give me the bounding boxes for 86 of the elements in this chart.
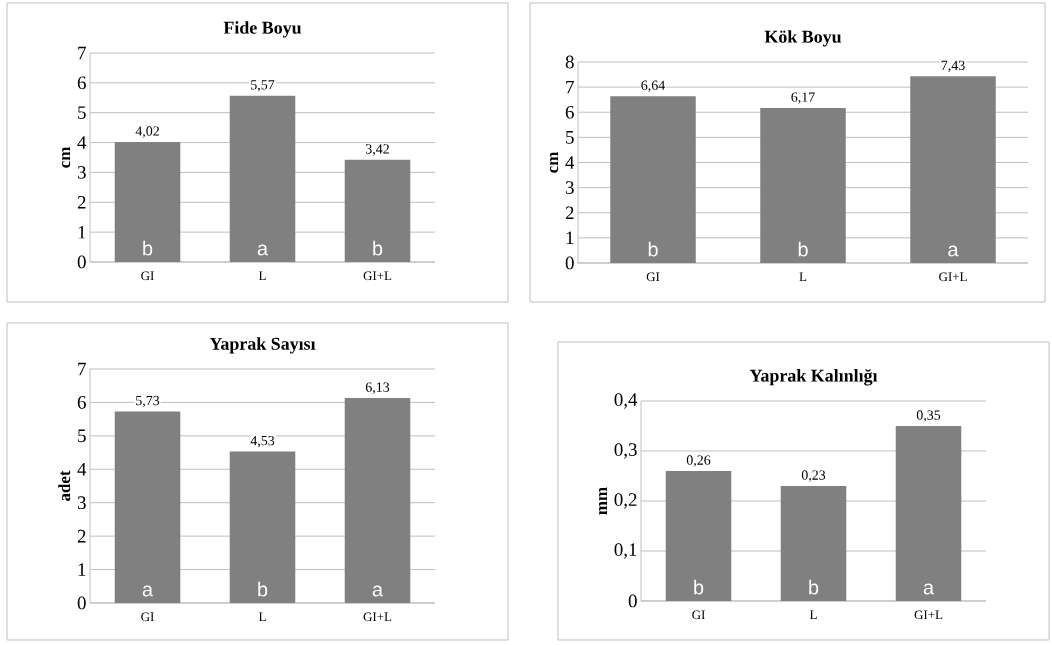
annotation: a (257, 244, 269, 256)
annotation: b (694, 579, 704, 595)
y-tick-label: 2 (77, 529, 86, 543)
bar (229, 95, 296, 262)
bar (344, 398, 411, 603)
annotation: b (809, 579, 819, 595)
chart-title: Yaprak Sayısı (209, 337, 316, 354)
y-tick-label: 7 (78, 46, 86, 60)
y-axis-title: mm (599, 487, 607, 515)
annotation: a (142, 585, 154, 597)
y-tick-label: 7 (78, 362, 86, 376)
annotation: b (258, 581, 268, 597)
data-label: 7,43 (941, 60, 965, 73)
y-tick-label: 5 (78, 429, 86, 443)
data-label: 0,35 (916, 410, 941, 422)
y-tick-label: 3 (77, 166, 86, 179)
y-tick-label: 1 (78, 563, 86, 576)
y-tick-label: 0,4 (614, 393, 638, 409)
data-label: 0,23 (801, 470, 826, 482)
x-tick-label: GI+L (939, 272, 967, 282)
y-tick-label: 0 (77, 255, 86, 269)
y-tick-label: 0 (565, 256, 574, 270)
y-tick-label: 5 (78, 106, 86, 119)
y-tick-label: 0,3 (614, 443, 637, 459)
bar (610, 96, 696, 263)
y-tick-label: 6 (77, 396, 86, 409)
bar (910, 76, 996, 263)
bar (114, 141, 181, 262)
y-axis-title: adet (58, 470, 71, 501)
chart-title: Yaprak Kalınlığı (749, 368, 878, 386)
data-label: 6,64 (641, 80, 666, 92)
data-label: 6,17 (791, 92, 815, 104)
bar (344, 159, 411, 262)
y-tick-label: 2 (77, 196, 86, 209)
annotation: a (948, 245, 959, 257)
y-tick-label: 6 (77, 76, 86, 90)
y-tick-label: 8 (565, 55, 574, 69)
y-tick-label: 4 (77, 463, 87, 476)
data-label: 4,53 (250, 435, 275, 448)
x-tick-label: GI+L (363, 271, 392, 281)
data-label: 4,02 (135, 126, 159, 138)
annotation: b (798, 241, 808, 257)
bar (114, 411, 181, 603)
y-tick-label: 0,2 (614, 493, 637, 509)
x-tick-label: L (809, 610, 817, 619)
y-tick-label: 2 (565, 206, 574, 219)
y-tick-label: 0 (628, 594, 637, 608)
bar (760, 107, 846, 263)
x-tick-label: GI (141, 271, 154, 281)
data-label: 5,73 (136, 395, 160, 408)
y-axis-title: cm (62, 146, 71, 168)
y-tick-label: 3 (565, 181, 574, 194)
annotation: a (372, 585, 384, 597)
x-tick-label: L (258, 612, 266, 621)
y-tick-label: 6 (565, 105, 574, 119)
y-axis-title: cm (550, 151, 559, 173)
data-label: 5,57 (251, 80, 275, 92)
chart-title: Fide Boyu (223, 21, 302, 38)
y-tick-label: 5 (566, 131, 574, 144)
y-tick-label: 4 (77, 136, 87, 149)
annotation: b (373, 240, 383, 256)
annotation: a (923, 583, 935, 595)
x-tick-label: GI (692, 610, 705, 620)
data-label: 0,26 (686, 455, 711, 467)
y-tick-label: 0 (77, 596, 86, 610)
x-tick-label: GI (646, 272, 660, 282)
y-tick-label: 3 (77, 496, 86, 510)
y-tick-label: 1 (78, 225, 86, 239)
y-tick-label: 7 (566, 80, 574, 94)
bar (665, 470, 732, 601)
x-tick-label: GI+L (914, 610, 943, 620)
y-tick-label: 1 (566, 231, 574, 245)
annotation: b (648, 241, 658, 257)
bar (895, 425, 962, 601)
x-tick-label: L (799, 272, 807, 281)
x-tick-label: GI+L (363, 612, 392, 622)
x-tick-label: L (258, 271, 266, 280)
data-label: 6,13 (365, 382, 390, 394)
y-tick-label: 0,1 (614, 543, 637, 559)
bar (229, 451, 296, 603)
chart-title: Kök Boyu (764, 30, 842, 47)
annotation: b (143, 240, 153, 256)
data-label: 3,42 (365, 144, 389, 156)
bar (780, 485, 847, 601)
y-tick-label: 4 (565, 156, 575, 169)
x-tick-label: GI (141, 612, 154, 622)
